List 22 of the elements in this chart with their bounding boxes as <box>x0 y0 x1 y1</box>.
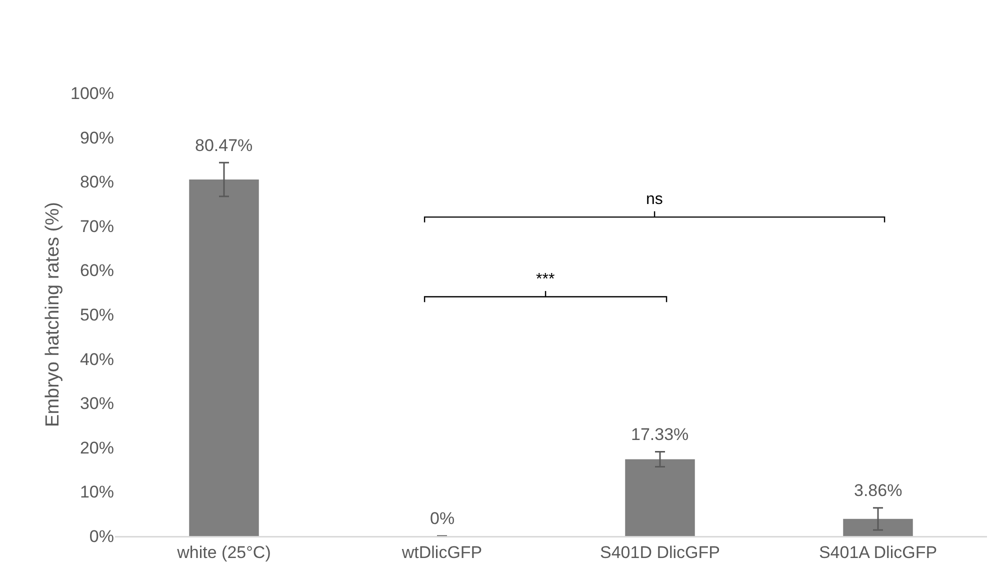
y-axis-title: Embryo hatching rates (%) <box>42 202 64 427</box>
y-tick-label: 0% <box>89 526 114 546</box>
data-label: 80.47% <box>195 136 253 155</box>
y-tick-label: 70% <box>80 216 114 236</box>
y-tick-label: 80% <box>80 172 114 192</box>
data-label: 3.86% <box>854 481 902 500</box>
y-tick-label: 90% <box>80 128 114 148</box>
x-tick-label: S401A DlicGFP <box>818 542 938 562</box>
x-tick-label: white (25°C) <box>176 542 271 562</box>
annotation: ns <box>646 191 663 208</box>
y-tick-label: 100% <box>70 84 114 103</box>
y-tick-label: 50% <box>80 305 114 324</box>
y-tick-label: 10% <box>80 482 114 502</box>
data-label: 17.33% <box>631 425 689 444</box>
y-tick-label: 60% <box>80 261 114 280</box>
x-tick-label: wtDlicGFP <box>400 542 482 562</box>
y-tick-label: 40% <box>80 350 114 369</box>
annotation: *** <box>536 271 555 288</box>
y-tick-label: 20% <box>80 438 114 458</box>
y-tick-label: 30% <box>80 394 114 414</box>
x-tick-label: S401D DlicGFP <box>600 542 720 562</box>
data-label: 0% <box>430 509 455 528</box>
